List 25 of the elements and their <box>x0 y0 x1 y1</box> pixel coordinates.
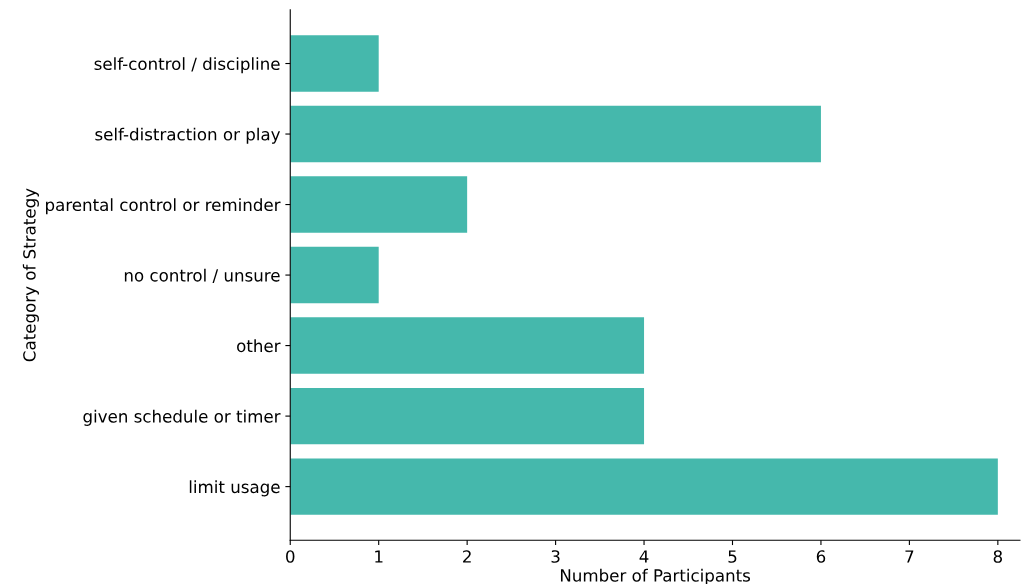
bar <box>290 246 379 304</box>
x-tick-label: 2 <box>463 550 471 563</box>
y-tick-label: limit usage <box>189 480 280 497</box>
bar <box>290 176 468 233</box>
bar <box>290 458 998 515</box>
x-tick-label: 4 <box>639 550 649 563</box>
y-tick-label: parental control or reminder <box>46 198 281 215</box>
x-tick-label: 3 <box>551 550 560 563</box>
x-tick-label: 6 <box>816 550 826 563</box>
x-tick-label: 1 <box>375 550 383 563</box>
bar <box>290 35 379 92</box>
x-tick-label: 0 <box>286 550 295 563</box>
y-tick-label: self-distraction or play <box>95 127 281 144</box>
bar <box>290 317 645 374</box>
y-tick-label: other <box>237 339 281 353</box>
x-axis-title: Number of Participants <box>560 568 751 584</box>
bar <box>290 387 645 445</box>
x-tick-label: 7 <box>905 550 914 563</box>
y-axis-title: Category of Strategy <box>22 188 39 362</box>
x-tick-label: 5 <box>728 550 737 563</box>
bar <box>290 105 821 163</box>
y-tick-label: given schedule or timer <box>83 409 281 426</box>
x-tick-label: 8 <box>993 550 1003 563</box>
y-tick-label: self-control / discipline <box>94 57 280 74</box>
y-tick-label: no control / unsure <box>124 268 280 283</box>
